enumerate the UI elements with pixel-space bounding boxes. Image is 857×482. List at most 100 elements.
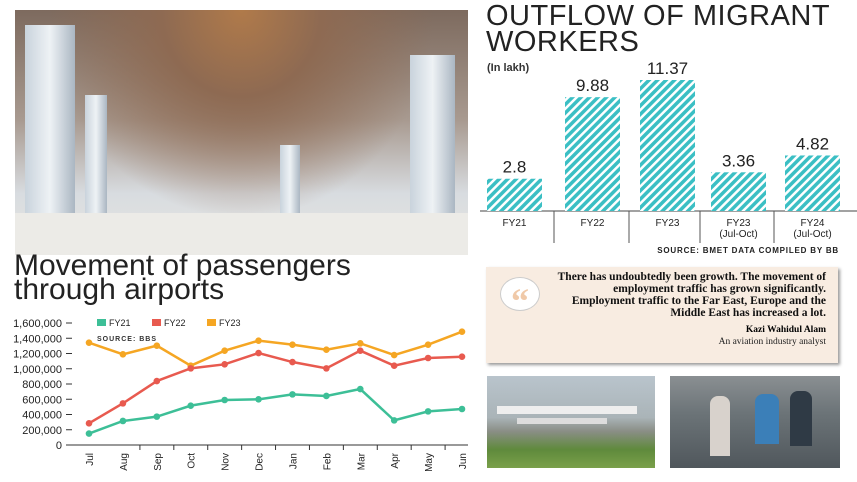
data-point <box>323 365 330 372</box>
bar-category-label: FY22 <box>581 218 605 229</box>
x-tick-label: Jan <box>288 453 299 469</box>
data-point <box>390 351 398 359</box>
bar <box>565 97 620 211</box>
data-point <box>255 337 262 344</box>
legend-label: FY22 <box>164 318 186 328</box>
y-tick-label: 1,000,000 <box>13 364 62 376</box>
bar-chart-title: OUTFLOW OF MIGRANT WORKERS <box>486 0 830 58</box>
bar-chart-unit: (In lakh) <box>487 62 530 74</box>
y-tick-label: 600,000 <box>22 394 62 406</box>
data-point <box>424 354 432 362</box>
data-point <box>289 358 296 366</box>
data-point <box>187 365 195 372</box>
x-tick-label: Jun <box>458 453 469 469</box>
data-point <box>424 341 432 348</box>
data-point <box>390 362 398 369</box>
data-point <box>458 353 466 361</box>
data-point <box>221 347 228 354</box>
data-point <box>356 340 364 347</box>
data-point <box>323 392 330 400</box>
data-point <box>153 413 161 420</box>
bar-value-label: 2.8 <box>503 158 527 177</box>
series-line <box>88 387 463 435</box>
bar-chart: 2.8FY219.88FY2211.37FY233.36FY23(Jul-Oct… <box>480 60 857 243</box>
data-point <box>458 405 466 413</box>
quote-author-role: An aviation industry analyst <box>718 337 826 347</box>
y-tick-label: 200,000 <box>22 425 62 437</box>
line-chart: SOURCE: BBS 0 200,000 400,000 600,000 800,00… <box>13 318 469 472</box>
x-tick-label: Mar <box>356 452 367 470</box>
quote-author: Kazi Wahidul Alam <box>745 325 826 335</box>
x-tick-label: Nov <box>221 453 232 471</box>
data-point <box>153 377 161 385</box>
data-point <box>390 417 398 424</box>
x-tick-label: Dec <box>255 453 266 471</box>
data-point <box>153 342 161 349</box>
data-point <box>356 385 364 393</box>
legend-label: FY23 <box>219 318 241 328</box>
bar-value-label: 9.88 <box>576 76 609 95</box>
data-point <box>289 341 296 348</box>
airport-terminal-photo <box>15 10 468 255</box>
y-tick-label: 1,600,000 <box>13 318 62 330</box>
bar <box>785 155 840 211</box>
y-tick-label: 1,200,000 <box>13 349 62 361</box>
x-tick-label: Oct <box>187 453 198 469</box>
bar-value-label: 3.36 <box>722 151 755 170</box>
line-chart-title-1: Movement of passengers <box>14 249 351 282</box>
data-point <box>221 361 228 368</box>
bar-category-label: FY24 <box>801 218 825 229</box>
data-point <box>119 417 127 425</box>
data-point <box>323 346 330 353</box>
bar-chart-source: SOURCE: BMET DATA COMPILED BY BB <box>657 246 839 255</box>
quote-text: There has undoubtedly been growth. The m… <box>557 271 826 319</box>
data-point <box>356 347 364 354</box>
x-tick-label: Sep <box>153 453 164 471</box>
quote-mark-icon: “ <box>500 277 540 311</box>
legend-swatch <box>97 319 106 326</box>
legend-swatch <box>207 319 216 326</box>
legend-swatch <box>152 319 161 326</box>
data-point <box>221 396 228 404</box>
x-tick-label: Jul <box>85 453 96 466</box>
series-line <box>88 330 463 368</box>
data-point <box>85 339 93 346</box>
bar-category-label: (Jul-Oct) <box>793 229 831 240</box>
y-tick-label: 400,000 <box>22 410 62 422</box>
airport-planes-photo <box>487 376 655 468</box>
bar-value-label: 11.37 <box>647 60 688 78</box>
bar-category-label: FY23 <box>727 218 751 229</box>
passengers-trolleys-photo <box>670 376 840 468</box>
data-point <box>255 396 262 403</box>
x-tick-label: Feb <box>322 453 333 471</box>
bar <box>711 172 766 211</box>
bar <box>640 80 695 211</box>
data-point <box>255 349 262 357</box>
series-line <box>88 349 463 425</box>
svg-text:SOURCE: BBS: SOURCE: BBS <box>97 336 157 343</box>
data-point <box>85 430 93 437</box>
data-point <box>289 391 296 398</box>
x-tick-label: May <box>424 453 435 472</box>
bar <box>487 178 542 211</box>
line-chart-title: Movement of passengers through airports <box>14 249 351 306</box>
data-point <box>119 351 127 358</box>
line-source: BBS <box>139 336 157 343</box>
data-point <box>85 420 93 427</box>
y-tick-label: 1,400,000 <box>13 333 62 345</box>
data-point <box>458 328 466 335</box>
bar-value-label: 4.82 <box>796 134 829 153</box>
x-tick-label: Aug <box>119 453 130 471</box>
line-source-prefix: SOURCE: <box>97 336 136 343</box>
line-chart-title-2: through airports <box>14 273 225 306</box>
quote-content: There has undoubtedly been growth. The m… <box>548 271 826 348</box>
x-tick-label: Apr <box>390 452 401 468</box>
data-point <box>187 402 195 409</box>
legend-label: FY21 <box>109 318 131 328</box>
y-tick-label: 800,000 <box>22 379 62 391</box>
bar-category-label: FY21 <box>503 218 527 229</box>
bar-category-label: (Jul-Oct) <box>719 229 757 240</box>
data-point <box>119 400 127 407</box>
quote-box: “ There has undoubtedly been growth. The… <box>486 267 838 363</box>
data-point <box>424 408 432 415</box>
